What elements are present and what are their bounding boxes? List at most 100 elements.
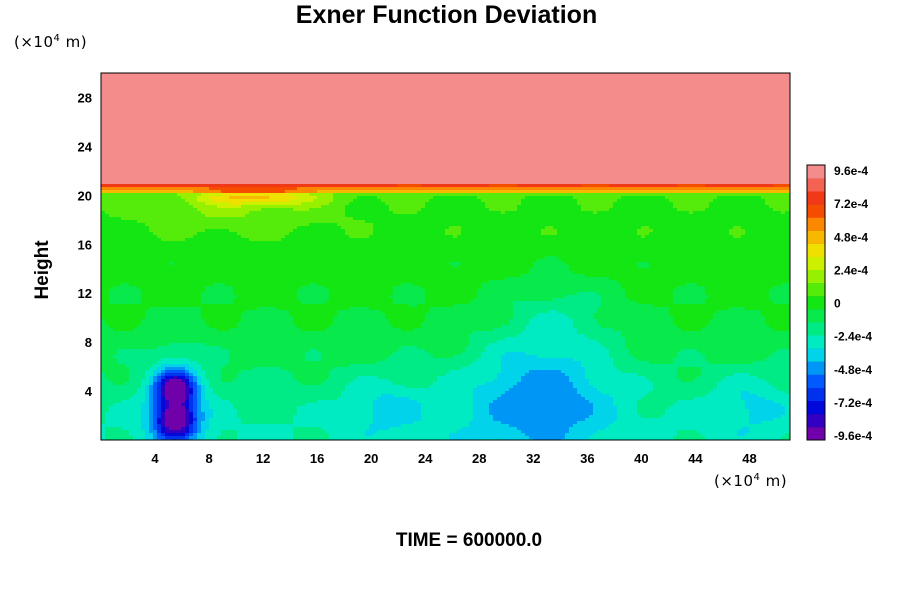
heatmap-cell — [509, 145, 514, 149]
heatmap-cell — [725, 136, 730, 140]
heatmap-cell — [213, 97, 218, 101]
heatmap-cell — [269, 76, 274, 80]
heatmap-cell — [617, 121, 622, 125]
heatmap-cell — [673, 103, 678, 107]
heatmap-cell — [129, 124, 134, 128]
heatmap-cell — [517, 82, 522, 86]
heatmap-cell — [629, 115, 634, 119]
heatmap-cell — [221, 148, 226, 152]
heatmap-cell — [585, 97, 590, 101]
heatmap-cell — [453, 157, 458, 161]
heatmap-cell — [165, 154, 170, 158]
heatmap-cell — [245, 97, 250, 101]
heatmap-cell — [117, 94, 122, 98]
heatmap-cell — [713, 109, 718, 113]
heatmap-cell — [369, 103, 374, 107]
heatmap-cell — [405, 106, 410, 110]
heatmap-cell — [325, 82, 330, 86]
heatmap-cell — [517, 148, 522, 152]
heatmap-cell — [621, 154, 626, 158]
heatmap-cell — [169, 103, 174, 107]
heatmap-cell — [549, 106, 554, 110]
heatmap-cell — [541, 151, 546, 155]
heatmap-cell — [165, 130, 170, 134]
heatmap-cell — [389, 100, 394, 104]
heatmap-cell — [469, 97, 474, 101]
heatmap-cell — [645, 106, 650, 110]
heatmap-cell — [589, 109, 594, 113]
heatmap-cell — [241, 157, 246, 161]
heatmap-cell — [309, 109, 314, 113]
heatmap-cell — [429, 100, 434, 104]
heatmap-cell — [377, 103, 382, 107]
heatmap-cell — [213, 76, 218, 80]
heatmap-cell — [441, 115, 446, 119]
heatmap-cell — [665, 106, 670, 110]
heatmap-cell — [329, 133, 334, 137]
heatmap-cell — [573, 82, 578, 86]
heatmap-cell — [133, 103, 138, 107]
heatmap-cell — [309, 106, 314, 110]
heatmap-cell — [121, 100, 126, 104]
heatmap-cell — [489, 100, 494, 104]
heatmap-cell — [713, 112, 718, 116]
heatmap-cell — [393, 94, 398, 98]
heatmap-cell — [365, 88, 370, 92]
heatmap-cell — [529, 157, 534, 161]
heatmap-cell — [377, 139, 382, 143]
heatmap-cell — [385, 73, 390, 77]
heatmap-cell — [357, 115, 362, 119]
heatmap-cell — [641, 145, 646, 149]
heatmap-cell — [661, 106, 666, 110]
heatmap-cell — [309, 151, 314, 155]
heatmap-cell — [117, 157, 122, 161]
heatmap-cell — [353, 94, 358, 98]
heatmap-cell — [637, 76, 642, 80]
heatmap-cell — [229, 76, 234, 80]
heatmap-cell — [645, 103, 650, 107]
heatmap-cell — [513, 94, 518, 98]
heatmap-cell — [433, 133, 438, 137]
heatmap-cell — [753, 115, 758, 119]
heatmap-cell — [545, 145, 550, 149]
heatmap-cell — [673, 73, 678, 77]
heatmap-cell — [257, 100, 262, 104]
heatmap-cell — [273, 94, 278, 98]
heatmap-cell — [781, 97, 786, 101]
heatmap-cell — [265, 121, 270, 125]
heatmap-cell — [669, 106, 674, 110]
heatmap-cell — [241, 142, 246, 146]
heatmap-cell — [693, 79, 698, 83]
heatmap-cell — [753, 130, 758, 134]
heatmap-cell — [513, 151, 518, 155]
heatmap-cell — [601, 142, 606, 146]
heatmap-cell — [737, 124, 742, 128]
heatmap-cell — [145, 103, 150, 107]
heatmap-cell — [721, 82, 726, 86]
heatmap-cell — [233, 136, 238, 140]
heatmap-cell — [365, 145, 370, 149]
heatmap-cell — [221, 94, 226, 98]
heatmap-cell — [401, 130, 406, 134]
heatmap-cell — [645, 94, 650, 98]
heatmap-cell — [241, 73, 246, 77]
heatmap-cell — [473, 85, 478, 89]
heatmap-cell — [313, 154, 318, 158]
heatmap-cell — [781, 76, 786, 80]
heatmap-cell — [385, 136, 390, 140]
heatmap-cell — [213, 124, 218, 128]
heatmap-cell — [301, 142, 306, 146]
heatmap-cell — [489, 130, 494, 134]
heatmap-cell — [201, 142, 206, 146]
heatmap-cell — [377, 157, 382, 161]
heatmap-cell — [233, 154, 238, 158]
heatmap-cell — [353, 139, 358, 143]
heatmap-cell — [253, 100, 258, 104]
heatmap-cell — [293, 148, 298, 152]
heatmap-cell — [677, 115, 682, 119]
heatmap-cell — [437, 73, 442, 77]
heatmap-cell — [693, 142, 698, 146]
heatmap-cell — [641, 124, 646, 128]
heatmap-cell — [137, 148, 142, 152]
heatmap-cell — [481, 115, 486, 119]
